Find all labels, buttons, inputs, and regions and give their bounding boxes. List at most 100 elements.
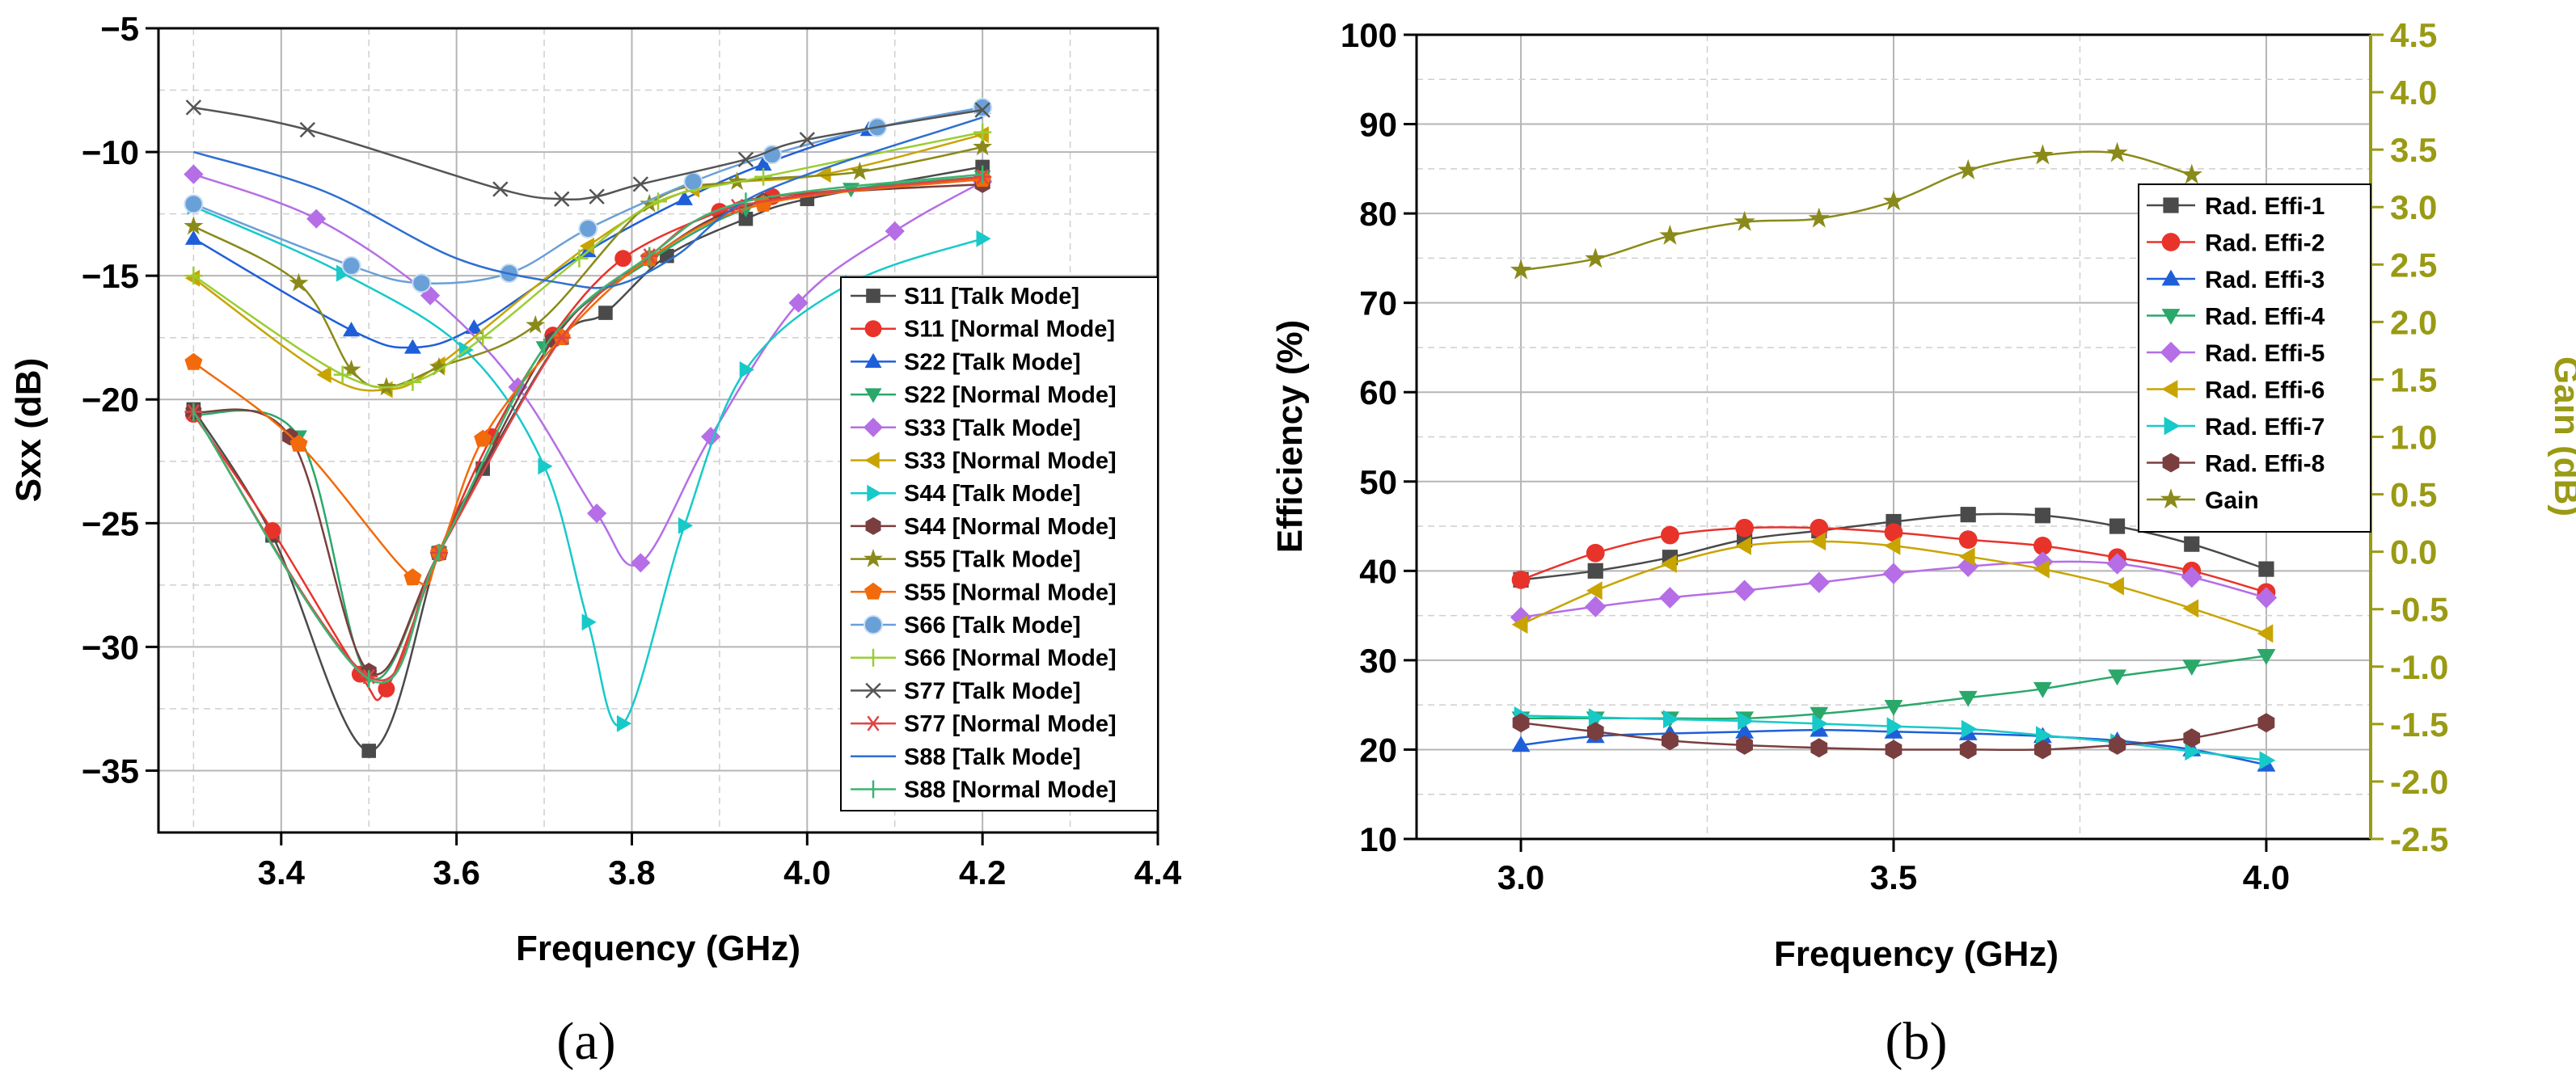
a-legend-label: S66 [Talk Mode] [904, 613, 1081, 639]
b-data-point [1882, 190, 1905, 211]
b-legend-marker [2161, 269, 2181, 286]
b-data-point [1735, 536, 1751, 555]
a-data-point [754, 155, 772, 171]
b-legend-label: Gain [2205, 487, 2259, 514]
a-data-point [976, 230, 991, 247]
b-data-point [1810, 738, 1828, 758]
b-ytick-label: 60 [1359, 373, 1397, 411]
b-data-point [2185, 742, 2202, 761]
b-data-point [1961, 719, 1978, 739]
a-data-point [264, 522, 281, 539]
a-data-point [616, 714, 632, 732]
a-series-line [192, 205, 983, 727]
a-ytick-label: −5 [100, 10, 139, 48]
b-data-point [1588, 708, 1605, 727]
b-data-point [1511, 615, 1528, 634]
a-data-point [429, 356, 449, 376]
a-ytick-label: −20 [82, 381, 139, 419]
a-data-point [403, 568, 422, 585]
b-data-point [2259, 751, 2276, 770]
b-data-point [1884, 523, 1903, 542]
b-data-point [2108, 669, 2126, 686]
a-data-point [316, 366, 332, 384]
chart-a-series [184, 97, 993, 758]
a-legend-marker [864, 715, 882, 731]
a-legend-marker [863, 417, 884, 437]
a-legend-label: S33 [Talk Mode] [904, 415, 1081, 441]
b-data-point [1659, 224, 1681, 245]
a-data-point [492, 181, 509, 197]
b-ytick-label: 50 [1359, 463, 1397, 501]
b-data-point [2183, 728, 2201, 748]
b-data-point [1960, 507, 1976, 523]
a-data-point [361, 744, 377, 758]
b-data-point [2255, 587, 2278, 609]
b-legend-marker [2161, 309, 2181, 325]
a-legend-marker [865, 682, 881, 699]
chart-b-series [1510, 141, 2278, 772]
b-data-point [1510, 606, 1532, 628]
b-data-point [1511, 570, 1531, 589]
a-data-point [739, 361, 754, 378]
chart-a-ticks: 3.4 3.6 3.8 4.0 4.2 4.4 −5 −10 −15 −20 −25 −30 −35 [82, 10, 1182, 891]
a-data-point [589, 188, 605, 204]
a-data-point [570, 249, 589, 268]
b-data-point [1810, 518, 1829, 537]
b-data-point [1882, 563, 1905, 584]
b-data-point [1586, 581, 1603, 601]
b-legend-label: Rad. Effi-5 [2205, 340, 2325, 367]
b-data-point [2181, 566, 2202, 588]
a-data-point [289, 434, 308, 452]
chart-b-y2label: Gain (dB) [2547, 356, 2576, 516]
a-series-line [192, 173, 983, 684]
b-legend-marker [2161, 233, 2181, 251]
a-legend-marker [866, 289, 880, 303]
b-y2tick-label: -1.5 [2390, 706, 2448, 744]
b-ytick-label: 70 [1359, 285, 1397, 322]
b-data-point [2257, 713, 2275, 733]
b-xtick-label: 4.0 [2243, 858, 2290, 896]
b-data-point [1661, 554, 1677, 573]
b-legend-marker [2161, 380, 2178, 398]
a-legend-marker [867, 484, 882, 502]
b-y2tick-label: 3.0 [2390, 188, 2437, 226]
b-ytick-label: 80 [1359, 195, 1397, 233]
a-data-point [538, 457, 553, 475]
b-ytick-label: 100 [1341, 16, 1397, 54]
b-data-point [1585, 596, 1607, 617]
a-ytick-label: −35 [82, 752, 139, 790]
chart-b-xlabel: Frequency (GHz) [1774, 934, 2059, 974]
a-data-point [737, 151, 754, 167]
b-data-point [1585, 247, 1607, 268]
a-legend-label: S22 [Normal Mode] [904, 382, 1117, 408]
b-y2tick-label: 2.0 [2390, 303, 2437, 341]
a-data-point [973, 123, 992, 141]
a-data-point [799, 132, 816, 148]
a-data-point [184, 194, 204, 214]
a-ytick-label: −30 [82, 628, 139, 666]
chart-a-caption: (a) [556, 1012, 615, 1071]
a-legend-marker [864, 648, 882, 667]
b-series-line [1520, 150, 2193, 272]
b-data-point [2034, 508, 2050, 524]
a-data-point [184, 164, 204, 184]
b-data-point [2184, 536, 2200, 552]
a-data-point [581, 613, 597, 631]
a-data-point [678, 516, 693, 534]
b-data-point [2181, 163, 2202, 184]
b-data-point [2033, 559, 2050, 579]
b-ytick-label: 20 [1359, 731, 1397, 769]
b-data-point [1810, 706, 1829, 723]
b-y2tick-label: -2.5 [2390, 820, 2448, 858]
b-data-point [1586, 543, 1605, 563]
a-data-point [578, 218, 598, 238]
b-data-point [2032, 144, 2054, 165]
b-data-point [2182, 599, 2199, 618]
b-legend-marker [2164, 416, 2181, 436]
b-data-point [2108, 576, 2124, 596]
b-data-point [2033, 536, 2052, 555]
b-data-point [1510, 259, 1532, 280]
a-data-point [973, 137, 993, 156]
b-ytick-label: 30 [1359, 642, 1397, 680]
